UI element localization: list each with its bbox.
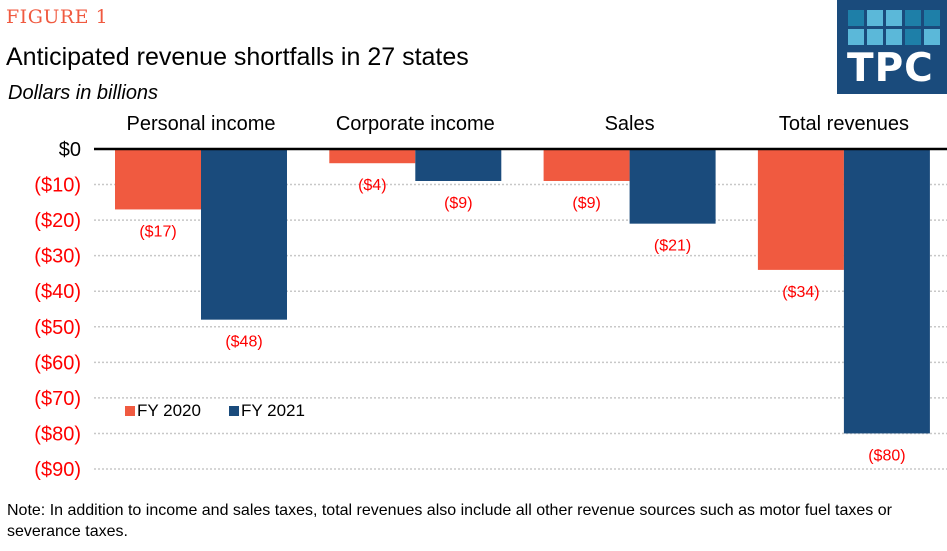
legend-swatch	[125, 406, 135, 416]
y-tick-label: ($90)	[34, 459, 81, 481]
bar-fy-2021	[629, 149, 716, 224]
bar-chart: $0 ($10) ($20) ($30) ($40) ($50) ($60) ($70) ($8…	[34, 113, 947, 481]
category-label: Total revenues	[779, 113, 909, 135]
logo-tile	[867, 10, 883, 26]
category-label: Sales	[605, 113, 655, 135]
data-label: ($17)	[139, 223, 176, 240]
y-tick-label: ($40)	[34, 281, 81, 303]
data-label: ($9)	[444, 195, 472, 212]
bar-fy-2021	[415, 149, 502, 181]
y-tick-label: ($20)	[34, 210, 81, 232]
legend-label: FY 2021	[241, 401, 305, 420]
category-label: Corporate income	[336, 113, 495, 135]
logo-tile	[924, 29, 940, 45]
data-label: ($4)	[358, 177, 386, 194]
bar-fy-2021	[843, 149, 930, 434]
logo-tile	[848, 29, 864, 45]
legend: FY 2020 FY 2021	[125, 401, 305, 420]
data-label: ($48)	[225, 334, 262, 351]
logo-text: TPC	[847, 46, 934, 91]
legend-swatch	[229, 406, 239, 416]
logo-tile	[886, 29, 902, 45]
logo-tile	[905, 29, 921, 45]
logo-tile	[886, 10, 902, 26]
bar-fy-2020	[757, 149, 844, 270]
y-tick-label: ($60)	[34, 352, 81, 374]
chart-title: Anticipated revenue shortfalls in 27 sta…	[6, 43, 469, 71]
chart-subtitle: Dollars in billions	[8, 82, 159, 104]
bar-fy-2020	[543, 149, 630, 181]
data-label: ($9)	[572, 195, 600, 212]
data-label: ($34)	[782, 284, 819, 301]
y-tick-label: $0	[59, 139, 81, 161]
data-label: ($80)	[868, 447, 905, 464]
logo-tile	[905, 10, 921, 26]
y-tick-label: ($50)	[34, 317, 81, 339]
y-tick-label: ($10)	[34, 175, 81, 197]
category-labels: Personal income Corporate income Sales Tota…	[127, 113, 909, 135]
logo-tile	[924, 10, 940, 26]
logo-tile	[867, 29, 883, 45]
bars	[115, 149, 930, 434]
bar-fy-2021	[201, 149, 287, 320]
y-tick-label: ($70)	[34, 388, 81, 410]
bar-fy-2020	[115, 149, 201, 210]
category-label: Personal income	[127, 113, 276, 135]
figure-label: FIGURE 1	[6, 6, 109, 28]
y-tick-label: ($80)	[34, 423, 81, 445]
logo-tile	[848, 10, 864, 26]
data-labels: ($17) ($48) ($4) ($9) ($9) ($21) ($34) ($80)	[139, 177, 905, 464]
chart-note: Note: In addition to income and sales ta…	[7, 502, 892, 540]
logo-tile-grid	[848, 10, 940, 45]
y-axis-tick-labels: $0 ($10) ($20) ($30) ($40) ($50) ($60) ($70) ($8…	[34, 139, 81, 481]
tpc-logo: TPC	[837, 0, 947, 94]
legend-label: FY 2020	[137, 401, 201, 420]
y-tick-label: ($30)	[34, 246, 81, 268]
data-label: ($21)	[654, 238, 691, 255]
bar-fy-2020	[329, 149, 416, 164]
